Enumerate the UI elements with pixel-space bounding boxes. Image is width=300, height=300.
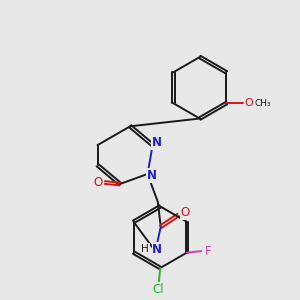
Text: N: N <box>152 136 161 149</box>
Text: O: O <box>94 176 103 189</box>
Text: O: O <box>180 206 189 219</box>
Text: N: N <box>152 243 162 256</box>
Text: CH₃: CH₃ <box>254 99 271 108</box>
Text: F: F <box>205 244 211 258</box>
Text: H: H <box>141 244 149 254</box>
Text: O: O <box>244 98 253 108</box>
Text: N: N <box>147 169 157 182</box>
Text: Cl: Cl <box>152 283 164 296</box>
